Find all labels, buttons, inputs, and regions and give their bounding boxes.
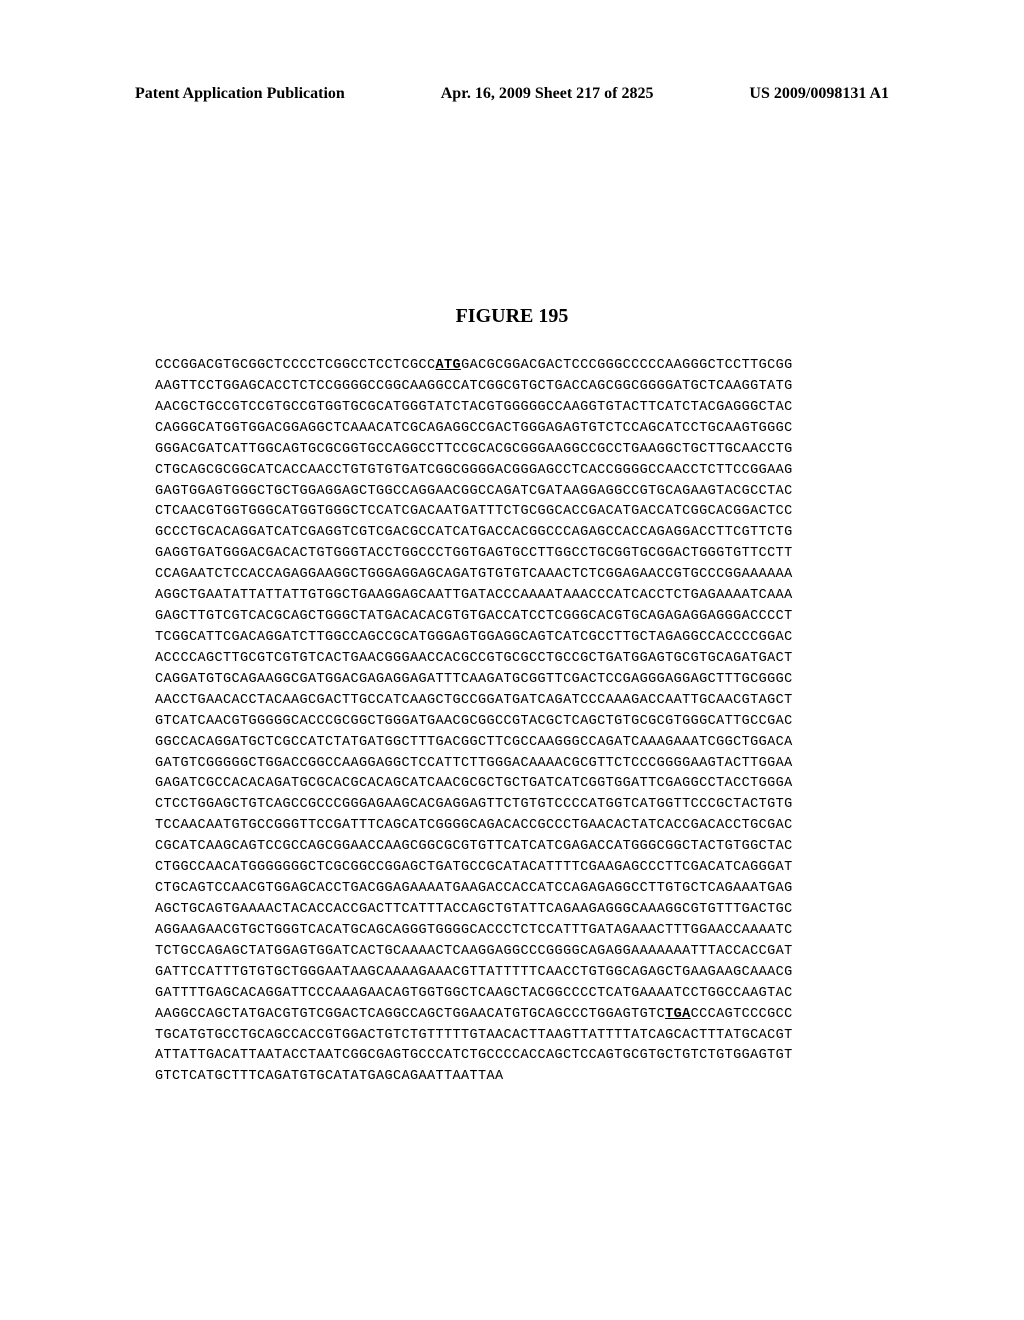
- sequence-line: CTCAACGTGGTGGGCATGGTGGGCTCCATCGACAATGATT…: [155, 502, 869, 523]
- seq-text: AAGGCCAGCTATGACGTGTCGGACTCAGGCCAGCTGGAAC…: [155, 1007, 665, 1022]
- stop-codon: TGA: [665, 1007, 691, 1022]
- sequence-line: GATTCCATTTGTGTGCTGGGAATAAGCAAAAGAAACGTTA…: [155, 963, 869, 984]
- sequence-line: CTGCAGCGCGGCATCACCAACCTGTGTGTGATCGGCGGGG…: [155, 461, 869, 482]
- seq-text: CCCAGTCCCGCC: [691, 1007, 793, 1022]
- sequence-line: CTCCTGGAGCTGTCAGCCGCCCGGGAGAAGCACGAGGAGT…: [155, 795, 869, 816]
- sequence-line: AAGTTCCTGGAGCACCTCTCCGGGGCCGGCAAGGCCATCG…: [155, 377, 869, 398]
- sequence-line: AGGAAGAACGTGCTGGGTCACATGCAGCAGGGTGGGGCAC…: [155, 921, 869, 942]
- sequence-line: GAGGTGATGGGACGACACTGTGGGTACCTGGCCCTGGTGA…: [155, 544, 869, 565]
- sequence-line: GATTTTGAGCACAGGATTCCCAAAGAACAGTGGTGGCTCA…: [155, 984, 869, 1005]
- sequence-line: CTGCAGTCCAACGTGGAGCACCTGACGGAGAAAATGAAGA…: [155, 879, 869, 900]
- sequence-line: GCCCTGCACAGGATCATCGAGGTCGTCGACGCCATCATGA…: [155, 523, 869, 544]
- sequence-line: CCAGAATCTCCACCAGAGGAAGGCTGGGAGGAGCAGATGT…: [155, 565, 869, 586]
- sequence-line: GTCATCAACGTGGGGGCACCCGCGGCTGGGATGAACGCGG…: [155, 712, 869, 733]
- sequence-line: GAGCTTGTCGTCACGCAGCTGGGCTATGACACACGTGTGA…: [155, 607, 869, 628]
- sequence-line: GATGTCGGGGGCTGGACCGGCCAAGGAGGCTCCATTCTTG…: [155, 754, 869, 775]
- sequence-line: AAGGCCAGCTATGACGTGTCGGACTCAGGCCAGCTGGAAC…: [155, 1005, 869, 1026]
- sequence-line: AACGCTGCCGTCCGTGCCGTGGTGCGCATGGGTATCTACG…: [155, 398, 869, 419]
- seq-text: GACGCGGACGACTCCCGGGCCCCCAAGGGCTCCTTGCGG: [461, 358, 793, 373]
- sequence-line: GAGTGGAGTGGGCTGCTGGAGGAGCTGGCCAGGAACGGCC…: [155, 482, 869, 503]
- sequence-line: ACCCCAGCTTGCGTCGTGTCACTGAACGGGAACCACGCCG…: [155, 649, 869, 670]
- sequence-line: AGCTGCAGTGAAAACTACACCACCGACTTCATTTACCAGC…: [155, 900, 869, 921]
- page-header: Patent Application Publication Apr. 16, …: [0, 85, 1024, 103]
- sequence-line: GAGATCGCCACACAGATGCGCACGCACAGCATCAACGCGC…: [155, 774, 869, 795]
- sequence-line: CGCATCAAGCAGTCCGCCAGCGGAACCAAGCGGCGCGTGT…: [155, 837, 869, 858]
- sequence-line: TCGGCATTCGACAGGATCTTGGCCAGCCGCATGGGAGTGG…: [155, 628, 869, 649]
- sequence-line: GTCTCATGCTTTCAGATGTGCATATGAGCAGAATTAATTA…: [155, 1067, 869, 1088]
- figure-title: FIGURE 195: [0, 305, 1024, 328]
- sequence-line: CTGGCCAACATGGGGGGGCTCGCGGCCGGAGCTGATGCCG…: [155, 858, 869, 879]
- header-patent-number: US 2009/0098131 A1: [749, 85, 889, 103]
- sequence-line: GGGACGATCATTGGCAGTGCGCGGTGCCAGGCCTTCCGCA…: [155, 440, 869, 461]
- start-codon: ATG: [436, 358, 462, 373]
- sequence-line: AGGCTGAATATTATTATTGTGGCTGAAGGAGCAATTGATA…: [155, 586, 869, 607]
- seq-text: CCCGGACGTGCGGCTCCCCTCGGCCTCCTCGCC: [155, 358, 436, 373]
- sequence-line: TCTGCCAGAGCTATGGAGTGGATCACTGCAAAACTCAAGG…: [155, 942, 869, 963]
- sequence-block: CCCGGACGTGCGGCTCCCCTCGGCCTCCTCGCCATGGACG…: [0, 356, 1024, 1088]
- sequence-line: TGCATGTGCCTGCAGCCACCGTGGACTGTCTGTTTTTGTA…: [155, 1026, 869, 1047]
- sequence-line: CCCGGACGTGCGGCTCCCCTCGGCCTCCTCGCCATGGACG…: [155, 356, 869, 377]
- sequence-line: CAGGATGTGCAGAAGGCGATGGACGAGAGGAGATTTCAAG…: [155, 670, 869, 691]
- sequence-line: ATTATTGACATTAATACCTAATCGGCGAGTGCCCATCTGC…: [155, 1046, 869, 1067]
- sequence-line: GGCCACAGGATGCTCGCCATCTATGATGGCTTTGACGGCT…: [155, 733, 869, 754]
- sequence-line: AACCTGAACACCTACAAGCGACTTGCCATCAAGCTGCCGG…: [155, 691, 869, 712]
- sequence-line: CAGGGCATGGTGGACGGAGGCTCAAACATCGCAGAGGCCG…: [155, 419, 869, 440]
- sequence-line: TCCAACAATGTGCCGGGTTCCGATTTCAGCATCGGGGCAG…: [155, 816, 869, 837]
- header-date-sheet: Apr. 16, 2009 Sheet 217 of 2825: [441, 85, 654, 103]
- header-publication: Patent Application Publication: [135, 85, 345, 103]
